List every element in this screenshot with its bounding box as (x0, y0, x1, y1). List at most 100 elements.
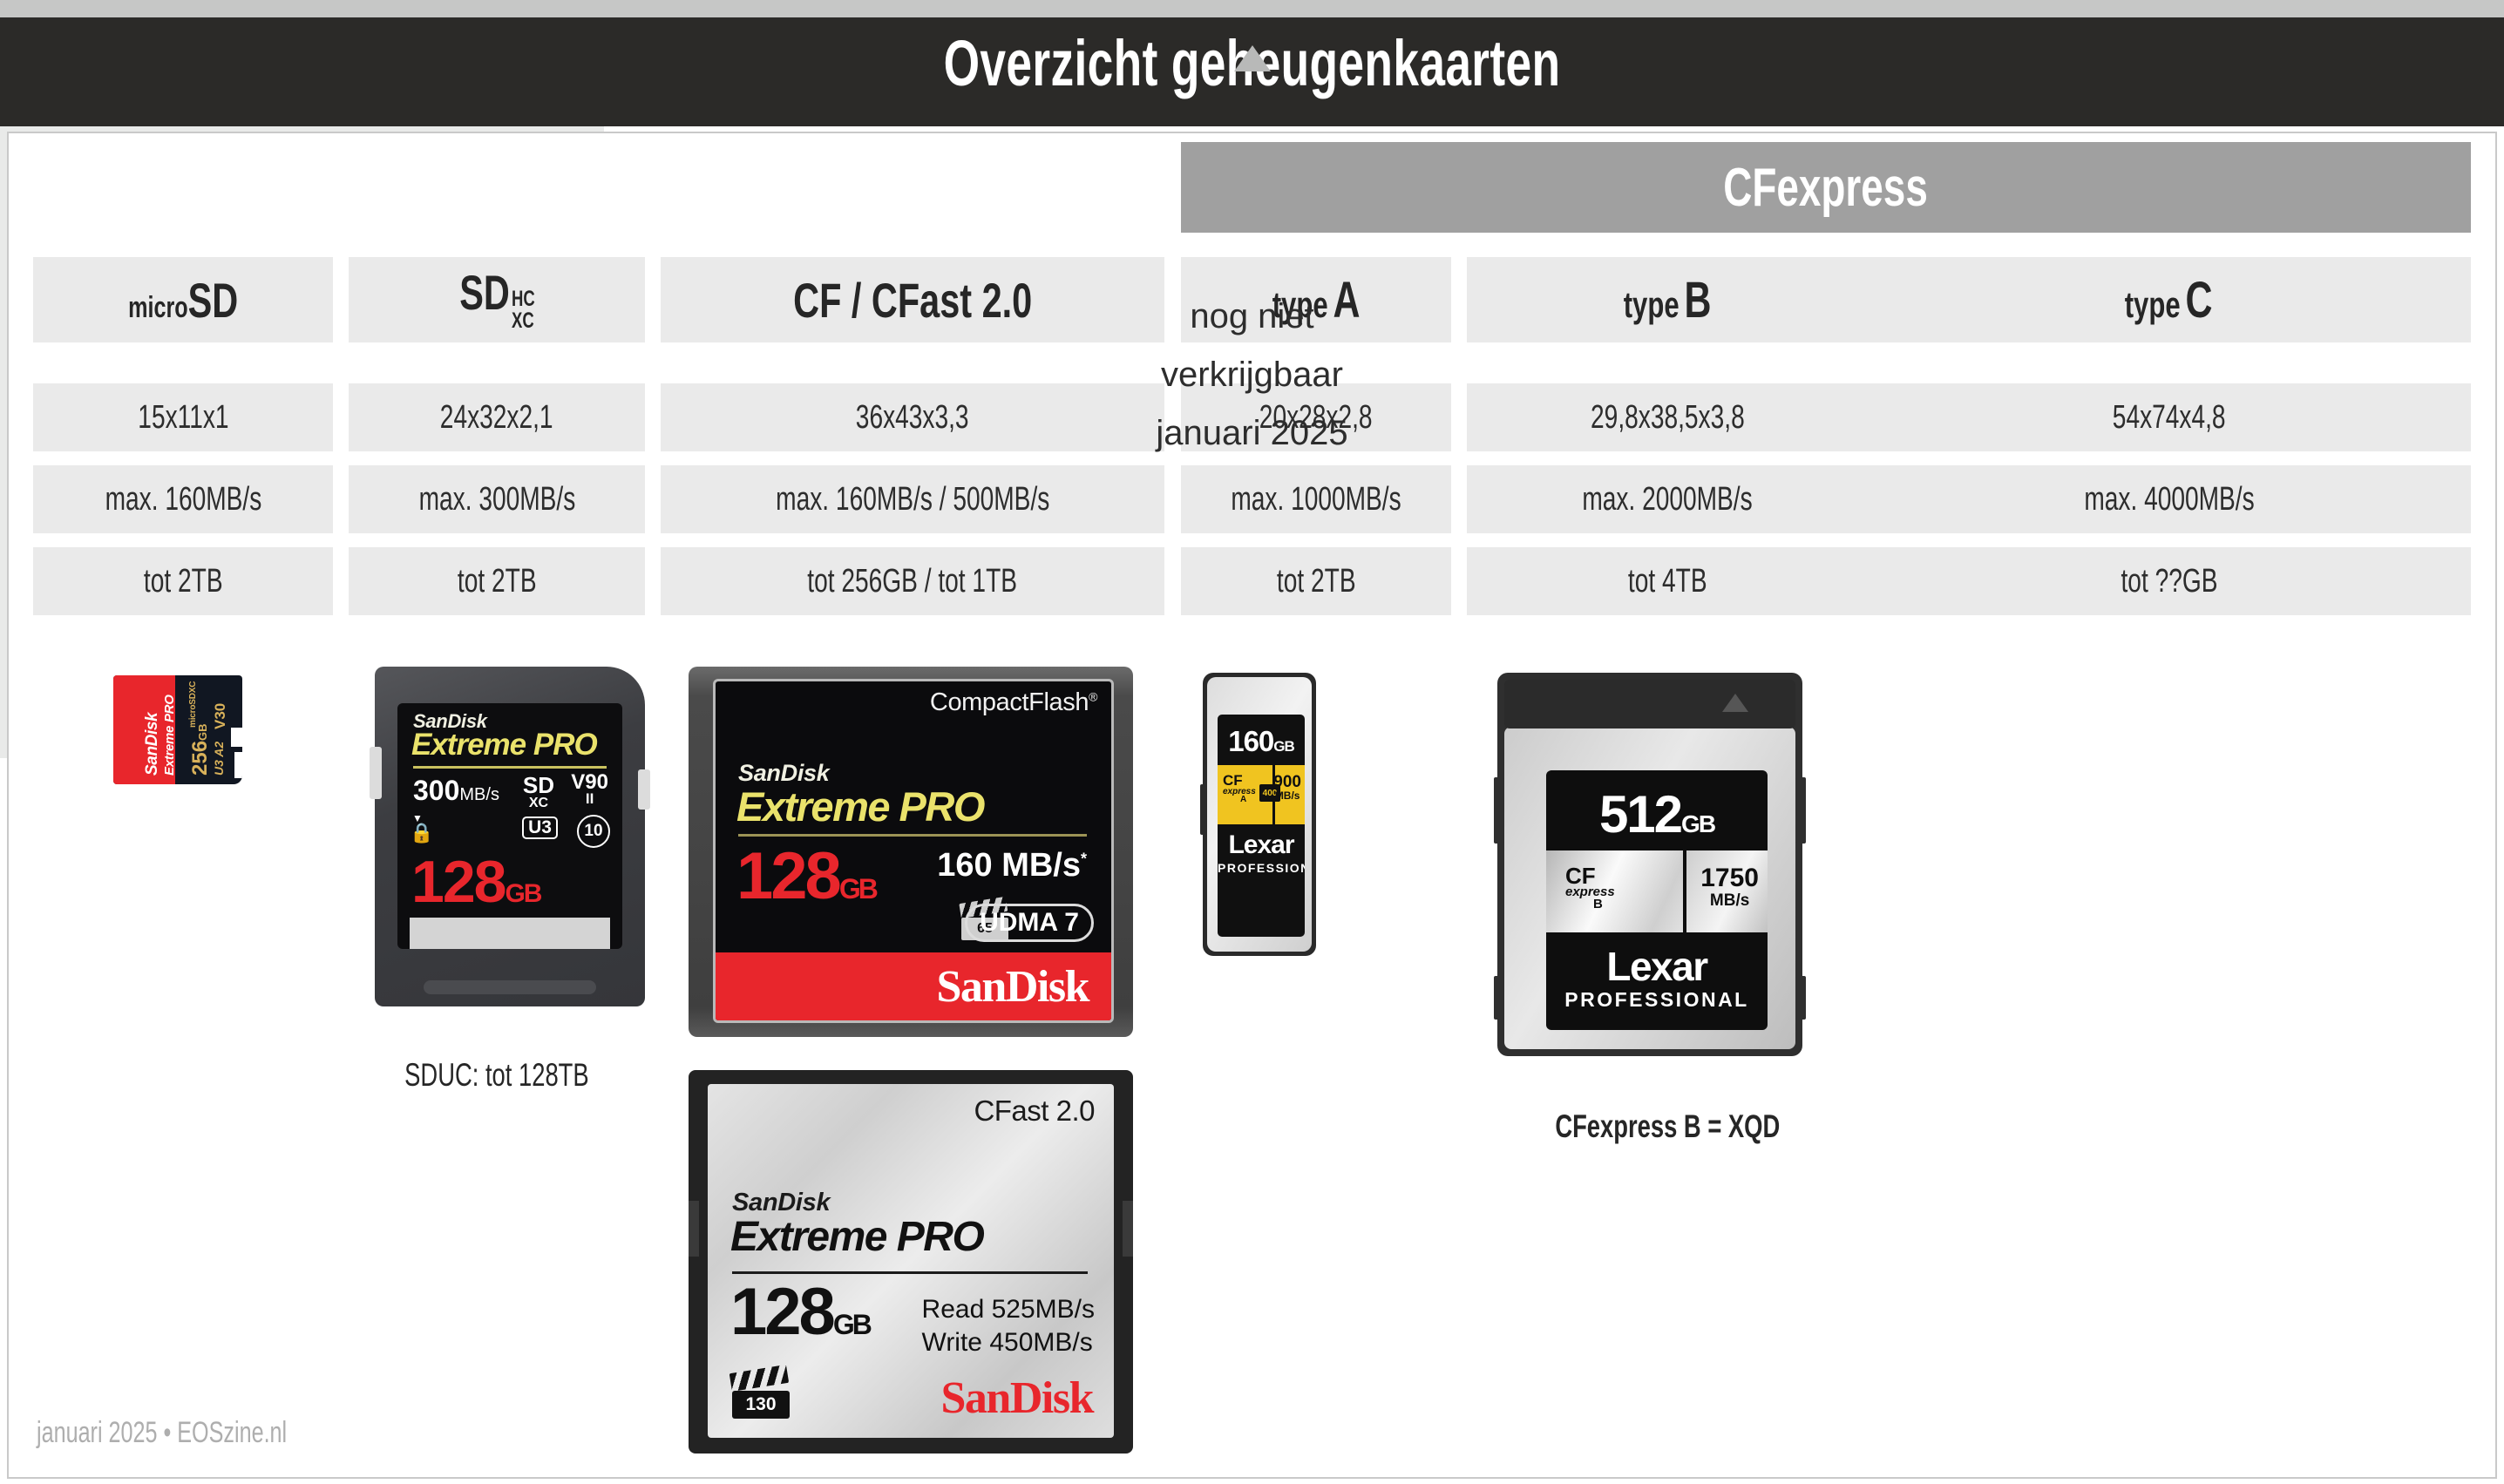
value-capacity-microsd: tot 2TB (143, 562, 223, 600)
cell-speed-cfexpress-c: max. 4000MB/s (1867, 465, 2471, 533)
cell-speed-microsd: max. 160MB/s (33, 465, 333, 533)
column-header-cfexpress-c-letter: C (2185, 271, 2213, 329)
sd-footer-brand: SanDisk (451, 946, 569, 950)
value-dimensions-cf: 36x43x3,3 (856, 398, 969, 436)
cell-dimensions-cf: 36x43x3,3 (661, 383, 1164, 451)
sd-speed-class: 10 (577, 815, 610, 848)
cell-capacity-microsd: tot 2TB (33, 547, 333, 615)
cfast-divider (732, 1271, 1088, 1274)
cf-udma-badge: UDMA 7 (965, 904, 1094, 942)
sd-card-grip (424, 980, 596, 994)
cfexpress-b-speed: 1750 MB/s (1700, 864, 1759, 910)
value-dimensions-sd: 24x32x2,1 (440, 398, 553, 436)
column-header-sd: SD HC XC (349, 257, 645, 342)
cell-speed-cf: max. 160MB/s / 500MB/s (661, 465, 1164, 533)
cell-capacity-sd: tot 2TB (349, 547, 645, 615)
microsd-video-class: V30 (212, 702, 228, 729)
cfexpress-c-message-line3: januari 2025 (1156, 414, 1348, 453)
value-capacity-cfexpress-b: tot 4TB (1627, 562, 1707, 600)
cf-divider (738, 834, 1087, 837)
cfexpress-b-notch-right-upper (1795, 777, 1806, 844)
value-speed-microsd: max. 160MB/s (105, 480, 261, 518)
cfast-card-label: CFast 2.0 SanDisk Extreme PRO 128GB Read… (708, 1084, 1114, 1438)
group-header-cfexpress: CFexpress (1181, 142, 2471, 233)
value-capacity-cfexpress-c: tot ??GB (2120, 562, 2217, 600)
cell-dimensions-cfexpress-b: 29,8x38,5x3,8 (1467, 383, 1868, 451)
cf-footer-brand: SanDisk (936, 961, 1090, 1012)
microsd-ratings: U3 A2 (212, 741, 226, 776)
cfexpress-a-brand: Lexar (1228, 830, 1294, 859)
sd-uhs-rating: U3 (522, 817, 558, 840)
sd-divider (413, 766, 607, 769)
value-capacity-sd: tot 2TB (457, 562, 537, 600)
cfast-left-notch (689, 1201, 699, 1257)
cell-capacity-cfexpress-b: tot 4TB (1467, 547, 1868, 615)
sd-speed: 300MB/s (413, 775, 499, 806)
column-header-microsd-prefix: micro (127, 290, 188, 324)
sd-video-class: V90 II (571, 770, 608, 807)
cfast-footer-brand: SanDisk (940, 1373, 1095, 1423)
column-header-sd-sup-hc: HC (511, 286, 535, 311)
value-dimensions-microsd: 15x11x1 (137, 398, 229, 436)
sd-standard-logo: SD XC (522, 772, 554, 810)
column-header-sd-sup-xc: XC (511, 308, 534, 333)
cell-dimensions-cfexpress-c: 54x74x4,8 (1867, 383, 2471, 451)
cfexpress-b-silver-band: CF express B 1750 MB/s (1546, 850, 1768, 932)
value-speed-sd: max. 300MB/s (418, 480, 575, 518)
lock-icon: ▼ 🔒 (410, 812, 434, 844)
cf-capacity: 128GB (736, 839, 879, 913)
cfexpress-b-card-image: 512GB CF express B 1750 MB/s Lexar PROFES… (1494, 673, 1806, 1056)
footer-credit: januari 2025 • EOSzine.nl (37, 1416, 288, 1449)
sd-card-write-tab (370, 747, 382, 799)
column-header-cfexpress-b-word: type (1623, 283, 1680, 325)
value-dimensions-cfexpress-b: 29,8x38,5x3,8 (1590, 398, 1745, 436)
cfexpress-a-capacity: 160GB (1228, 725, 1295, 757)
cfast-model: Extreme PRO (730, 1214, 985, 1260)
cfast-read-speed: Read 525MB/s (921, 1295, 1095, 1324)
cell-capacity-cfexpress-c: tot ??GB (1867, 547, 2471, 615)
cfast-write-speed: Write 450MB/s (921, 1328, 1093, 1358)
triangle-icon (1233, 45, 1271, 71)
microsd-capacity: 256GB (188, 723, 212, 776)
column-header-sd-main: SD (458, 264, 510, 320)
column-header-cfexpress-c-word: type (2125, 283, 2181, 325)
microsd-notch-lower (234, 751, 242, 778)
cfast-format-name: CFast 2.0 (974, 1094, 1095, 1127)
cfast-speeds: Read 525MB/s Write 450MB/s (922, 1293, 1095, 1360)
cfexpress-a-line: PROFESSIONAL (1218, 861, 1305, 875)
column-header-cf-main: CF / CFast 2.0 (792, 272, 1033, 328)
value-dimensions-cfexpress-c: 54x74x4,8 (2112, 398, 2226, 436)
cfexpress-a-vpg-value: 400 (1259, 784, 1280, 802)
cell-dimensions-sd: 24x32x2,1 (349, 383, 645, 451)
cfexpress-a-notch (1200, 784, 1207, 835)
sd-capacity: 128GB (411, 849, 542, 915)
sd-brand: SanDisk (413, 710, 487, 732)
cfexpress-b-connector (1504, 680, 1795, 728)
cfast-capacity: 128GB (730, 1275, 872, 1349)
cfexpress-a-speed: 900 MB/s (1273, 773, 1301, 802)
cf-card-image: CompactFlash® SanDisk Extreme PRO 128GB … (689, 667, 1133, 1037)
microsd-model: Extreme PRO (162, 695, 177, 776)
cf-brand-band: SanDisk (716, 952, 1111, 1020)
cfexpress-b-label: 512GB CF express B 1750 MB/s Lexar PROFES… (1546, 770, 1768, 1030)
column-header-cfexpress-a-word: type (1272, 283, 1328, 325)
value-capacity-cfexpress-a: tot 2TB (1276, 562, 1356, 600)
cell-capacity-cfexpress-a: tot 2TB (1181, 547, 1451, 615)
microsd-red-panel (113, 675, 176, 784)
value-dimensions-cfexpress-a: 20x28x2,8 (1259, 398, 1373, 436)
cf-speed: 160 MB/s* (937, 847, 1087, 884)
column-header-microsd-main: SD (187, 272, 239, 328)
cfexpress-b-brand: Lexar (1606, 944, 1708, 989)
column-header-cfexpress-a-letter: A (1333, 271, 1361, 329)
cfast-card-image: CFast 2.0 SanDisk Extreme PRO 128GB Read… (689, 1070, 1133, 1454)
microsd-standard: microSDXC (188, 681, 198, 728)
cfexpress-b-notch-left-lower (1494, 976, 1504, 1020)
cf-format-name: CompactFlash® (929, 688, 1097, 716)
cf-brand: SanDisk (738, 760, 830, 786)
cfexpress-logo-icon: CF express B (1565, 863, 1615, 911)
cfexpress-b-capacity: 512GB (1598, 785, 1716, 844)
column-header-cfexpress-a: type A (1181, 257, 1451, 342)
column-header-cfexpress-b-letter: B (1684, 271, 1712, 329)
value-speed-cf: max. 160MB/s / 500MB/s (775, 480, 1050, 518)
cfexpress-a-yellow-band: CF express A 400 900 MB/s (1218, 765, 1305, 824)
